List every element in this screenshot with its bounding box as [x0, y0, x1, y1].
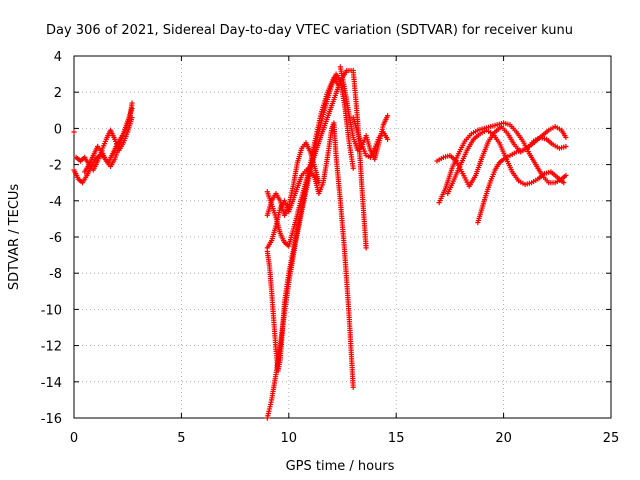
- series-track-j: [350, 114, 391, 160]
- x-tick-label: 25: [603, 431, 620, 446]
- y-tick-label: 0: [54, 122, 62, 137]
- series-track-m: [445, 127, 567, 197]
- x-tick-label: 5: [177, 431, 185, 446]
- data-point: [563, 134, 569, 141]
- y-tick-label: 4: [54, 50, 62, 65]
- y-tick-label: -12: [41, 340, 62, 355]
- y-tick-label: -2: [49, 159, 62, 174]
- data-point: [350, 384, 356, 390]
- data-point: [71, 129, 77, 135]
- data-point: [129, 105, 135, 112]
- y-tick-label: -4: [49, 195, 62, 210]
- data-point: [129, 114, 135, 121]
- x-tick-labels: 0 5 10 15 20 25: [70, 431, 619, 446]
- y-tick-label: -14: [41, 376, 62, 391]
- y-tick-labels: 4 2 0 -2 -4 -6 -8 -10 -12 -14 -16: [41, 50, 62, 427]
- data-point: [563, 172, 569, 179]
- y-axis-label: SDTVAR / TECUs: [7, 184, 22, 291]
- y-tick-label: -10: [41, 303, 62, 318]
- data-point: [385, 113, 391, 119]
- x-axis-label: GPS time / hours: [286, 459, 395, 474]
- series-track-n: [475, 123, 569, 226]
- data-point: [561, 180, 567, 186]
- data-point: [363, 245, 369, 251]
- axis-ticks: [73, 55, 612, 419]
- x-tick-label: 15: [388, 431, 405, 446]
- x-tick-label: 10: [281, 431, 298, 446]
- series-track-h: [264, 140, 322, 218]
- data-point: [563, 143, 569, 150]
- data-point: [316, 180, 322, 186]
- x-tick-label: 20: [495, 431, 512, 446]
- data-marks: [71, 64, 569, 421]
- y-tick-label: 2: [54, 86, 62, 101]
- y-tick-label: -16: [41, 412, 62, 427]
- chart-title: Day 306 of 2021, Sidereal Day-to-day VTE…: [46, 23, 573, 38]
- y-tick-label: -8: [49, 267, 62, 282]
- data-point: [350, 165, 356, 171]
- data-point: [385, 136, 391, 142]
- x-tick-label: 0: [70, 431, 78, 446]
- series-track-o: [71, 129, 77, 135]
- data-point: [129, 100, 135, 106]
- grid: [74, 56, 611, 418]
- series-track-c: [82, 105, 135, 175]
- y-tick-label: -6: [49, 231, 62, 246]
